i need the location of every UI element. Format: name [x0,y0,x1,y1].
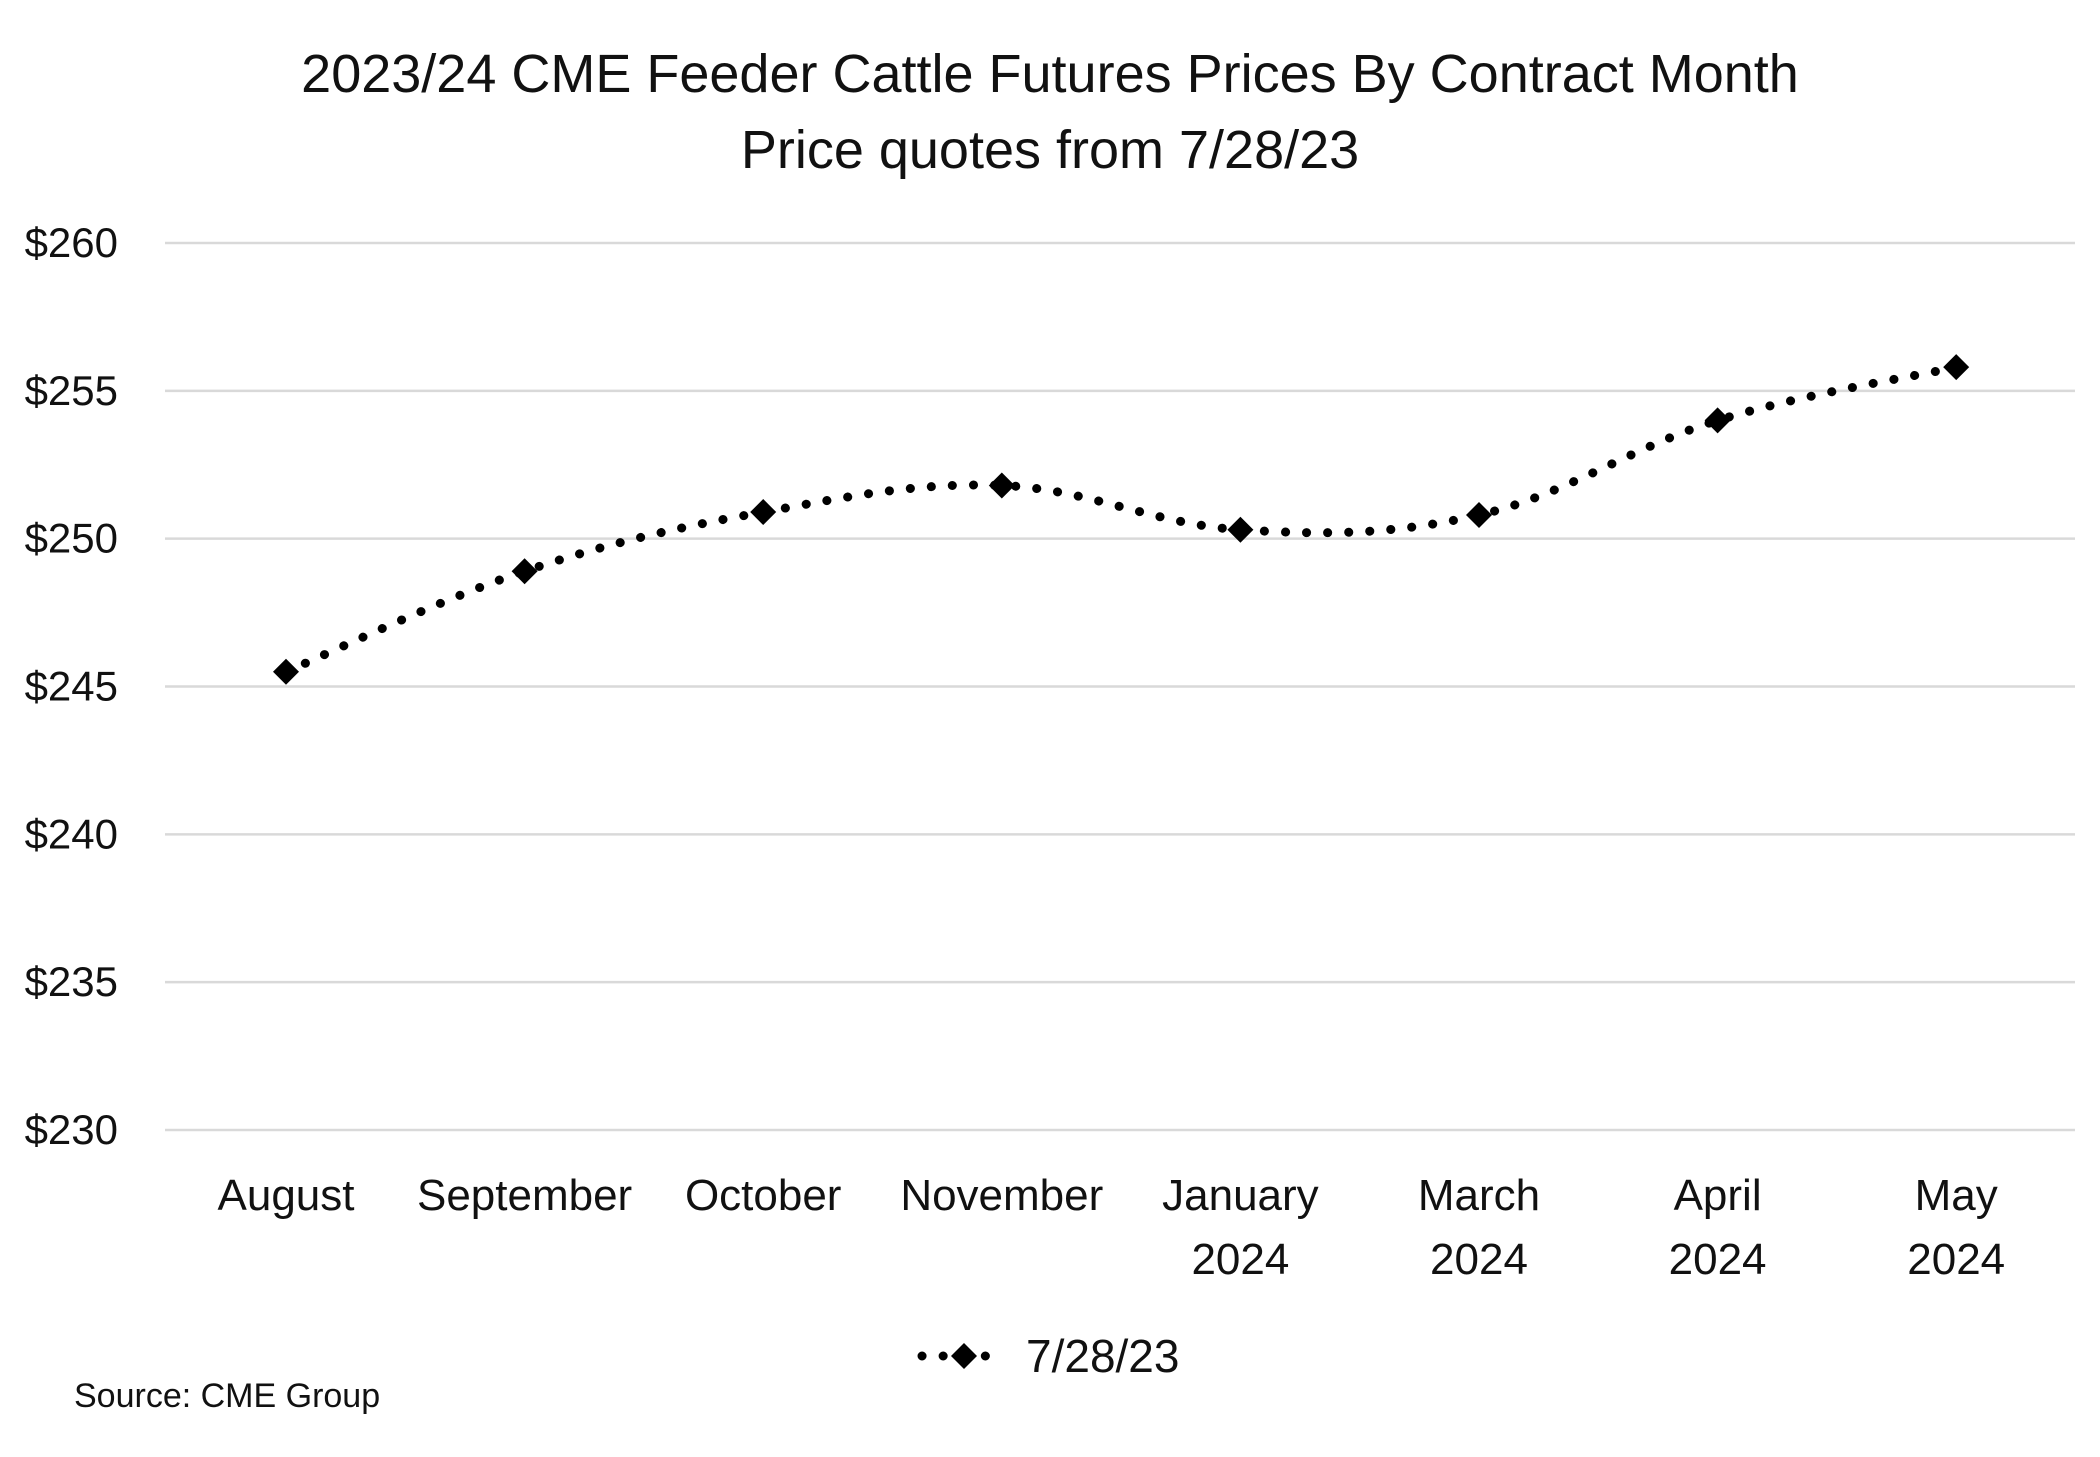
x-tick-label: April 2024 [1669,1171,1767,1284]
series-7-28-23 [273,354,1970,685]
x-tick-label: May 2024 [1907,1171,2005,1284]
x-tick-label: November [900,1171,1103,1220]
source-note: Source: CME Group [74,1377,380,1415]
x-tick-label: January 2024 [1162,1171,1319,1284]
y-tick-label: $250 [25,515,118,562]
data-point-marker [273,658,299,685]
x-tick-label: August [218,1171,355,1220]
y-tick-label: $235 [25,958,118,1005]
data-point-marker [1466,502,1492,529]
gridlines [165,241,2075,1132]
x-tick-label: March 2024 [1418,1171,1540,1284]
chart-title: 2023/24 CME Feeder Cattle Futures Prices… [301,44,1799,104]
data-point-marker [1943,354,1970,381]
y-axis-tick-labels: $230 $235 $240 $245 $250 $255 $260 [25,219,118,1153]
data-point-marker [511,558,538,585]
y-tick-label: $230 [25,1106,118,1153]
data-point-marker [1704,407,1731,434]
data-point-marker [988,472,1015,499]
legend-marker-swatch [951,1343,977,1369]
x-tick-label: October [685,1171,842,1220]
x-axis-tick-labels: August September October November January 202… [218,1171,2006,1284]
y-tick-label: $240 [25,810,118,857]
legend: 7/28/23 [917,1330,1179,1382]
data-point-marker [1227,516,1254,543]
y-tick-label: $245 [25,663,118,710]
y-tick-label: $260 [25,219,118,266]
y-tick-label: $255 [25,367,118,414]
legend-label: 7/28/23 [1026,1330,1179,1382]
chart-subtitle: Price quotes from 7/28/23 [741,120,1359,180]
data-point-marker [750,499,777,526]
x-tick-label: September [417,1171,632,1220]
series-line [281,362,1961,677]
